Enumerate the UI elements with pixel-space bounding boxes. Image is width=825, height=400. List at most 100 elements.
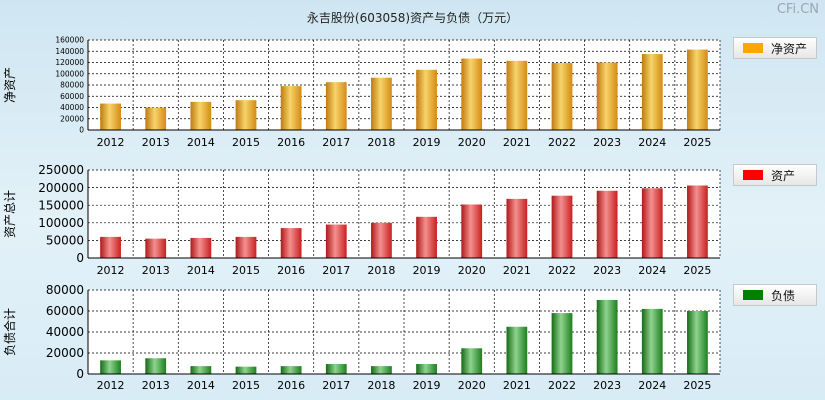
legend-liabilities[interactable]: 负债 [733,284,817,306]
bar-assets [371,222,392,258]
x-tick-label-net-assets: 2020 [458,136,486,149]
bar-liabilities [145,358,167,374]
legend-net-assets[interactable]: 净资产 [733,37,817,59]
bar-net-assets [100,103,121,130]
bar-liabilities [235,366,257,374]
y-tick-label-liabilities: 60000 [46,304,84,318]
x-tick-label-liabilities: 2022 [548,379,576,392]
bar-assets [506,198,528,258]
x-tick-label-net-assets: 2016 [277,136,305,149]
x-tick-label-liabilities: 2024 [638,379,666,392]
x-tick-label-liabilities: 2025 [683,379,711,392]
y-tick-label-liabilities: 0 [76,367,84,381]
legend-label-net-assets: 净资产 [771,41,808,56]
x-tick-label-assets: 2016 [277,264,305,277]
bar-assets [687,185,708,258]
bar-net-assets [687,49,708,130]
x-tick-label-assets: 2012 [97,264,125,277]
bar-assets [416,216,437,258]
bar-liabilities [641,308,663,374]
y-tick-label-net-assets: 0 [79,126,84,135]
x-tick-label-net-assets: 2022 [548,136,576,149]
y-axis-title-liabilities: 负债合计 [2,308,17,356]
x-tick-label-assets: 2020 [458,264,486,277]
x-tick-label-net-assets: 2014 [187,136,215,149]
bar-liabilities [416,364,437,374]
x-tick-label-liabilities: 2020 [458,379,486,392]
x-tick-label-net-assets: 2023 [593,136,621,149]
bar-liabilities [280,366,302,374]
y-tick-label-liabilities: 40000 [46,325,84,339]
bar-liabilities [596,299,618,374]
bar-net-assets [641,54,663,130]
y-tick-label-assets: 0 [76,251,84,265]
bar-net-assets [596,62,618,130]
bar-net-assets [145,107,167,130]
legend-label-assets: 资产 [771,168,796,183]
x-tick-label-assets: 2023 [593,264,621,277]
x-tick-label-assets: 2025 [683,264,711,277]
y-tick-label-net-assets: 120000 [55,58,84,67]
x-tick-label-net-assets: 2021 [503,136,531,149]
legend-swatch-assets [743,170,763,180]
bar-assets [145,238,167,258]
bar-net-assets [416,69,437,130]
x-tick-label-net-assets: 2015 [232,136,260,149]
x-tick-label-liabilities: 2017 [322,379,350,392]
bar-liabilities [687,311,708,374]
x-tick-label-net-assets: 2024 [638,136,666,149]
y-tick-label-net-assets: 20000 [60,114,84,123]
y-tick-label-assets: 50000 [46,234,84,248]
bar-liabilities [325,364,347,374]
x-tick-label-net-assets: 2012 [97,136,125,149]
bar-liabilities [506,326,528,374]
x-tick-label-liabilities: 2014 [187,379,215,392]
bar-assets [641,188,663,258]
bar-assets [325,224,347,258]
x-tick-label-liabilities: 2019 [413,379,441,392]
x-tick-label-net-assets: 2017 [322,136,350,149]
x-tick-label-net-assets: 2013 [142,136,170,149]
legend-assets[interactable]: 资产 [733,164,817,186]
x-tick-label-assets: 2013 [142,264,170,277]
x-tick-label-liabilities: 2023 [593,379,621,392]
y-tick-label-assets: 250000 [38,163,84,177]
x-tick-label-net-assets: 2018 [367,136,395,149]
legend-label-liabilities: 负债 [771,288,796,303]
y-tick-label-net-assets: 60000 [60,92,84,101]
y-tick-label-assets: 200000 [38,181,84,195]
y-tick-label-net-assets: 40000 [60,103,84,112]
bar-assets [235,236,257,258]
y-tick-label-liabilities: 80000 [46,283,84,297]
bar-liabilities [100,360,121,374]
bar-assets [596,190,618,258]
bar-assets [551,195,573,258]
x-tick-label-net-assets: 2025 [683,136,711,149]
legend-swatch-liabilities [743,290,763,300]
bar-net-assets [235,100,257,130]
bar-net-assets [280,86,302,130]
y-tick-label-net-assets: 140000 [55,47,84,56]
bar-liabilities [190,366,212,374]
bar-assets [461,204,483,258]
bar-assets [100,236,121,258]
bar-liabilities [461,348,483,374]
y-axis-title-assets: 资产总计 [3,190,17,238]
bar-net-assets [551,63,573,130]
x-tick-label-assets: 2022 [548,264,576,277]
x-tick-label-assets: 2014 [187,264,215,277]
chart-net-assets: 0 20000 40000 60000 80000 100000 120000 140000 1… [3,36,721,149]
chart-liabilities: 0 20000 40000 60000 80000 2012 2013 2014 2015 201… [2,283,721,392]
bar-assets [190,237,212,258]
x-tick-label-assets: 2015 [232,264,260,277]
bar-liabilities [551,313,573,374]
chart-title: 永吉股份(603058)资产与负债（万元） [306,11,519,25]
x-tick-label-net-assets: 2019 [413,136,441,149]
y-tick-label-liabilities: 20000 [46,346,84,360]
bar-net-assets [190,101,212,130]
y-tick-label-net-assets: 160000 [55,36,84,45]
x-tick-label-assets: 2024 [638,264,666,277]
watermark: CFi.CN [776,2,819,17]
x-tick-label-assets: 2017 [322,264,350,277]
bar-net-assets [325,82,347,130]
